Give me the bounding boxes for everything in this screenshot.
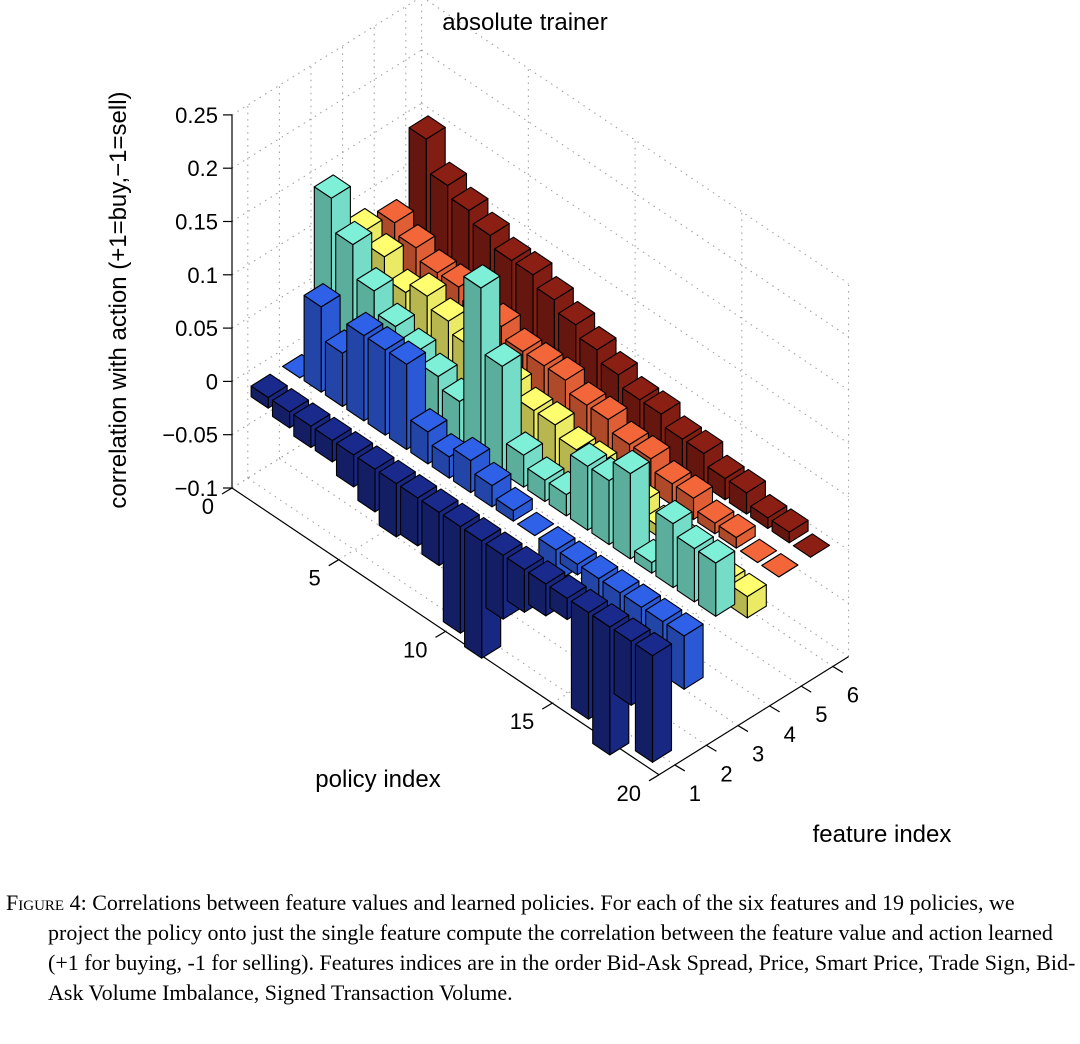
bar-f5-p17 bbox=[718, 513, 756, 549]
bar-f2-p12 bbox=[517, 511, 555, 537]
x-tick-label: 5 bbox=[309, 566, 321, 591]
bar-f2-p19 bbox=[666, 612, 704, 690]
chart-title: absolute trainer bbox=[442, 9, 607, 36]
gridline bbox=[231, 102, 422, 222]
y-tick-mark bbox=[769, 705, 780, 713]
x-axis-label: policy index bbox=[315, 766, 440, 793]
gridline bbox=[421, 156, 849, 444]
gridline bbox=[342, 418, 770, 707]
bar-f3-p19 bbox=[698, 539, 736, 617]
y-tick-mark bbox=[800, 685, 812, 693]
x-tick-label: 0 bbox=[202, 494, 214, 519]
y-axis-line bbox=[658, 656, 849, 776]
x-tick-label: 15 bbox=[510, 709, 534, 734]
bar-f6-p18 bbox=[771, 508, 809, 544]
y-tick-mark bbox=[737, 725, 749, 733]
y-tick-label: 4 bbox=[784, 722, 796, 747]
bar-f5-p19 bbox=[761, 553, 799, 578]
bar-f5-p18 bbox=[739, 538, 778, 564]
y-tick-label: 2 bbox=[720, 761, 732, 786]
gridline bbox=[231, 49, 422, 169]
gridline bbox=[421, 49, 849, 338]
gridline bbox=[231, 0, 418, 116]
y-tick-label: 6 bbox=[847, 682, 859, 707]
gridline bbox=[279, 458, 707, 746]
z-tick-label: −0.05 bbox=[162, 423, 218, 448]
x-tick-mark bbox=[435, 630, 446, 638]
y-tick-label: 1 bbox=[689, 781, 701, 806]
x-tick-label: 20 bbox=[617, 781, 641, 806]
caption-label: Figure 4: bbox=[6, 890, 87, 915]
y-tick-label: 3 bbox=[752, 742, 764, 767]
z-axis-label: correlation with action (+1=buy,−1=sell) bbox=[105, 91, 132, 508]
x-tick-label: 10 bbox=[403, 637, 427, 662]
bar-f2-p11 bbox=[495, 486, 533, 522]
gridline bbox=[247, 477, 676, 766]
z-tick-label: 0 bbox=[206, 369, 218, 394]
x-tick-mark bbox=[221, 487, 233, 495]
z-tick-labels: 0.25 0.2 0.15 0.1 0.05 0 −0.05 −0.1 bbox=[162, 103, 218, 501]
gridline bbox=[425, 0, 849, 284]
x-tick-mark bbox=[328, 559, 340, 567]
bar-f6-p19 bbox=[792, 533, 831, 558]
z-tick-label: 0.2 bbox=[187, 156, 218, 181]
y-tick-label: 5 bbox=[815, 702, 827, 727]
bar-f3-p15 bbox=[612, 449, 650, 560]
y-axis-label: feature index bbox=[813, 821, 952, 848]
x-tick-mark bbox=[648, 774, 660, 782]
bar-layer bbox=[250, 115, 831, 763]
bar-f1-p19 bbox=[634, 631, 673, 763]
y-tick-mark bbox=[674, 764, 686, 772]
axis-layer bbox=[221, 114, 849, 782]
x-tick-mark bbox=[541, 702, 553, 710]
x-tick-labels: 0 5 10 15 20 bbox=[202, 494, 641, 806]
z-tick-label: −0.1 bbox=[175, 476, 218, 501]
caption-text: Correlations between feature values and … bbox=[48, 890, 1076, 1005]
z-tick-label: 0.25 bbox=[175, 103, 218, 128]
y-tick-mark bbox=[832, 665, 844, 673]
z-tick-label: 0.15 bbox=[175, 210, 218, 235]
y-tick-mark bbox=[706, 744, 717, 752]
z-tick-label: 0.1 bbox=[187, 263, 218, 288]
figure-caption: Figure 4: Correlations between feature v… bbox=[0, 888, 1080, 1008]
z-tick-label: 0.05 bbox=[175, 316, 218, 341]
gridline bbox=[421, 102, 849, 391]
